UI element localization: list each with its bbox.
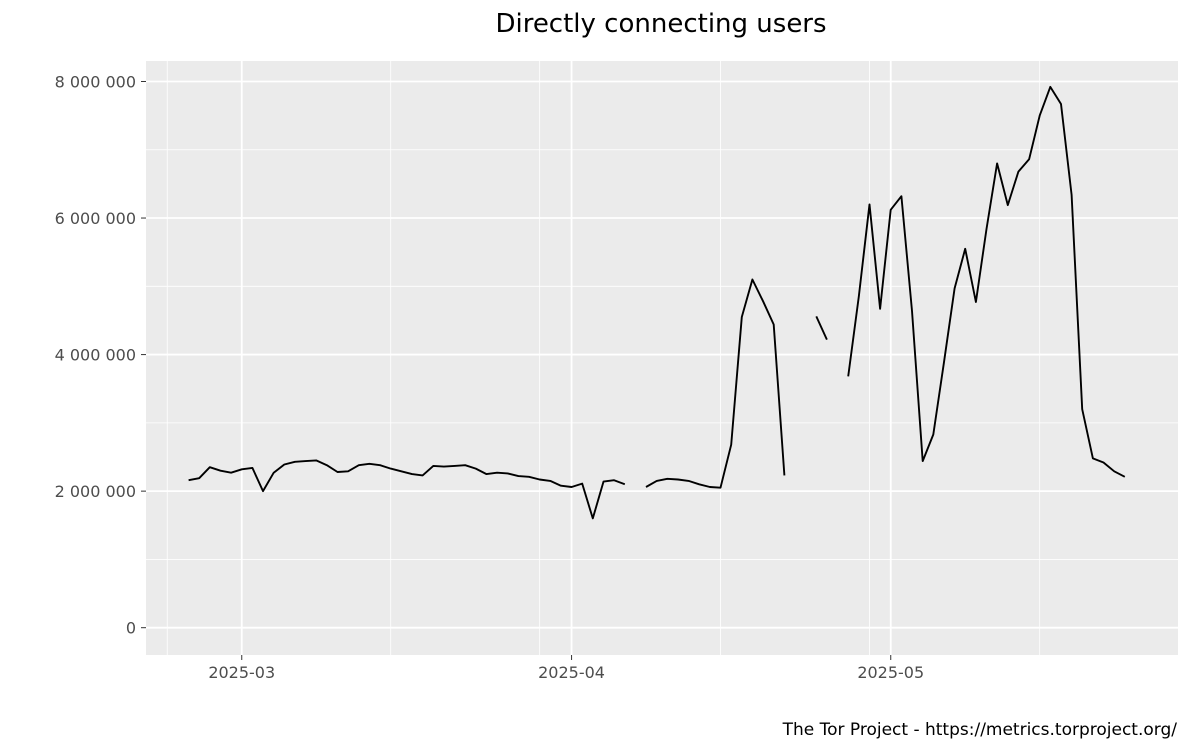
- y-tick-label: 0: [126, 619, 136, 638]
- x-tick-label: 2025-03: [208, 663, 275, 682]
- y-tick-label: 4 000 000: [55, 346, 136, 365]
- series-line-segment: [188, 459, 626, 520]
- x-axis: 2025-03 2025-04 2025-05: [208, 655, 924, 682]
- chart-title: Directly connecting users: [495, 9, 826, 39]
- y-axis: 0 2 000 000 4 000 000 6 000 000 8 000 000: [55, 72, 146, 638]
- series-line-segment: [847, 85, 1126, 478]
- series-lines: [188, 85, 1126, 520]
- series-line-segment: [645, 278, 786, 489]
- y-tick-label: 2 000 000: [55, 482, 136, 501]
- x-tick-label: 2025-04: [538, 663, 605, 682]
- major-gridlines: [146, 61, 1178, 655]
- x-tick-label: 2025-05: [857, 663, 924, 682]
- y-tick-label: 6 000 000: [55, 209, 136, 228]
- chart-caption: The Tor Project - https://metrics.torpro…: [782, 720, 1178, 740]
- minor-gridlines: [146, 61, 1190, 655]
- y-tick-label: 8 000 000: [55, 72, 136, 91]
- plot-panel: [146, 61, 1178, 655]
- series-line-segment: [815, 316, 828, 340]
